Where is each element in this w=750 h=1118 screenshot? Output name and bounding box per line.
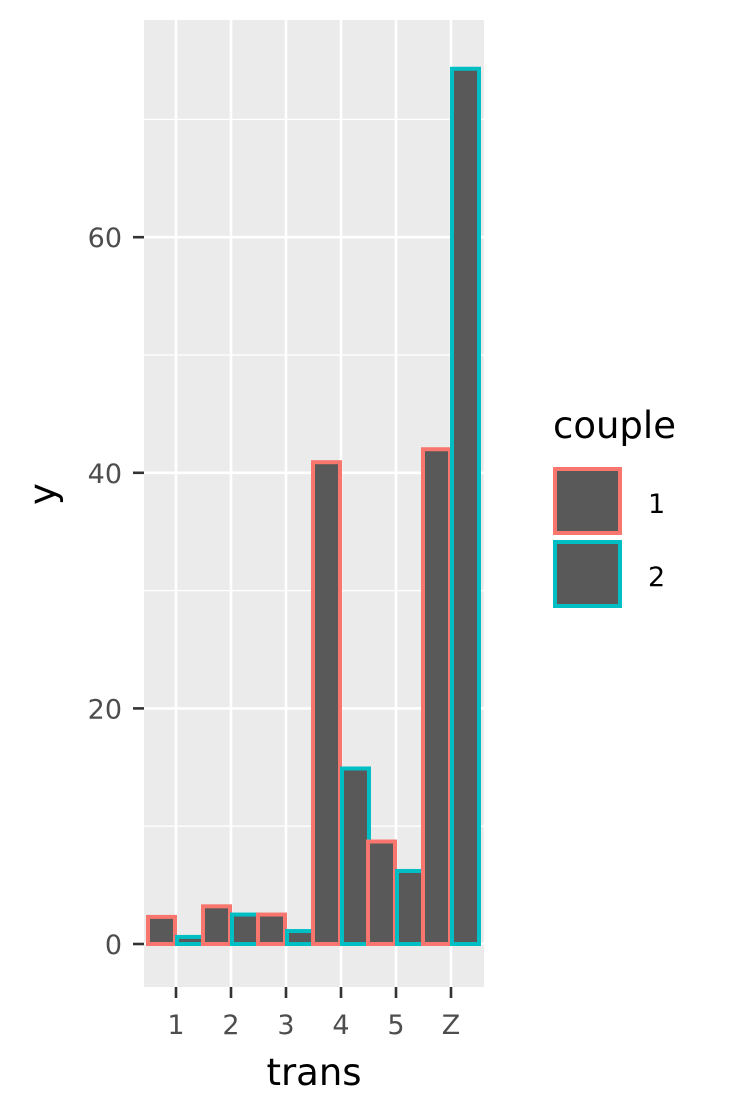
legend: couple 1 2 — [553, 404, 676, 608]
y-axis: 0 20 40 60 — [88, 223, 144, 961]
x-axis: 1 2 3 4 5 Z — [167, 987, 460, 1041]
y-axis-title: y — [21, 483, 64, 505]
bar-2-series-2 — [230, 912, 261, 946]
x-tick-label: 3 — [277, 1010, 294, 1041]
bar-Z-series-2 — [450, 66, 481, 947]
bar-4-series-1 — [311, 460, 342, 946]
legend-key-2 — [553, 540, 622, 608]
x-tick-label: 2 — [222, 1010, 239, 1041]
y-tick-label: 60 — [88, 223, 122, 254]
legend-label-1: 1 — [648, 489, 665, 520]
y-tick-label: 0 — [105, 930, 122, 961]
bars — [146, 66, 481, 947]
legend-title: couple — [553, 404, 676, 447]
y-tick-label: 20 — [88, 694, 122, 725]
bar-3-series-1 — [256, 912, 287, 946]
bar-1-series-1 — [146, 914, 177, 947]
bar-2-series-1 — [201, 904, 232, 947]
bar-Z-series-1 — [421, 447, 452, 946]
x-tick-label: 1 — [167, 1010, 184, 1041]
bar-5-series-1 — [366, 839, 397, 946]
bar-4-series-2 — [340, 766, 371, 947]
x-tick-label: 5 — [387, 1010, 404, 1041]
bar-5-series-2 — [395, 868, 426, 946]
bar-3-series-2 — [285, 929, 316, 946]
bar-1-series-2 — [175, 934, 206, 947]
legend-label-2: 2 — [648, 562, 665, 593]
y-tick-label: 40 — [88, 459, 122, 490]
legend-key-1 — [553, 467, 622, 535]
x-tick-label: Z — [442, 1010, 461, 1041]
x-axis-title: trans — [266, 1051, 361, 1094]
x-tick-label: 4 — [332, 1010, 349, 1041]
